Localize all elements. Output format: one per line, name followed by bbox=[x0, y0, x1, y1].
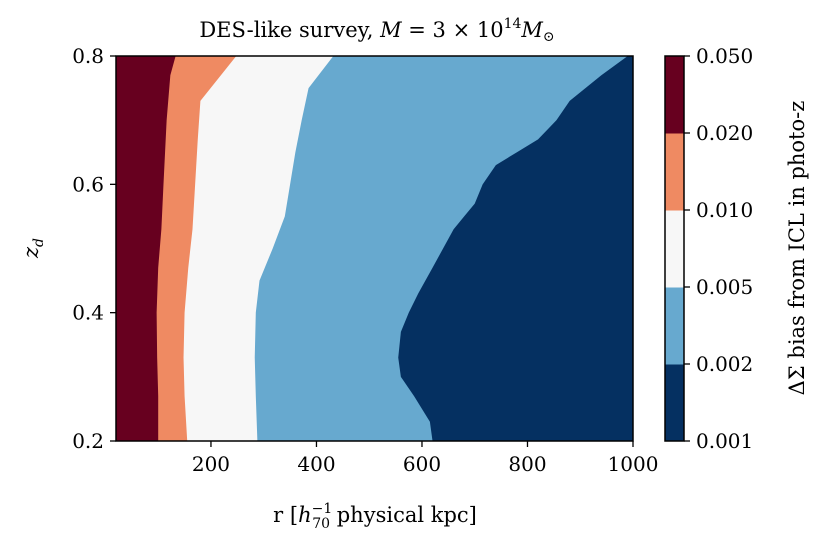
y-axis: 0.2 0.4 0.6 0.8 bbox=[72, 44, 116, 453]
colorbar-tick-label: 0.002 bbox=[696, 352, 753, 376]
colorbar-tick-label: 0.020 bbox=[696, 121, 753, 145]
plot-frame bbox=[115, 55, 634, 442]
y-axis-label-z: z bbox=[19, 246, 43, 259]
colorbar-segment bbox=[665, 364, 684, 442]
x-axis: 200 400 600 800 1000 bbox=[192, 441, 659, 476]
chart-title-mass-symbol: M bbox=[379, 18, 402, 42]
heatmap-regions bbox=[116, 56, 633, 441]
x-tick-label: 600 bbox=[403, 452, 441, 476]
y-tick-label: 0.6 bbox=[72, 172, 104, 196]
colorbar-segment bbox=[665, 133, 684, 211]
chart-title-text: DES-like survey, bbox=[199, 18, 380, 42]
y-axis-label-subscript: d bbox=[31, 238, 47, 247]
x-axis-label-superscript: −1 bbox=[312, 501, 333, 517]
x-axis-label-prefix: r [ bbox=[273, 503, 298, 527]
region-0.020-0.050 bbox=[116, 56, 176, 441]
colorbar-tick-label: 0.050 bbox=[696, 44, 753, 68]
x-axis-label: r [h−1 70 physical kpc] bbox=[273, 501, 477, 532]
chart-title-msun-symbol: M bbox=[520, 18, 543, 42]
chart-title-mass-value: = 3 × 10 bbox=[402, 18, 504, 42]
x-axis-label-subscript: 70 bbox=[312, 516, 330, 532]
colorbar-segment bbox=[665, 56, 684, 134]
y-tick-label: 0.8 bbox=[72, 44, 104, 68]
y-axis-label: zd bbox=[19, 238, 47, 259]
colorbar-label: ΔΣ bias from ICL in photo-z bbox=[785, 101, 809, 396]
y-tick-label: 0.4 bbox=[72, 301, 104, 325]
x-axis-label-suffix: physical kpc] bbox=[330, 503, 477, 527]
colorbar-segment bbox=[665, 287, 684, 365]
colorbar-tick-label: 0.001 bbox=[696, 429, 753, 453]
colorbar-tick-label: 0.010 bbox=[696, 198, 753, 222]
colorbar-segment bbox=[665, 210, 684, 288]
x-tick-label: 1000 bbox=[608, 452, 659, 476]
x-tick-label: 200 bbox=[192, 452, 230, 476]
y-tick-label: 0.2 bbox=[72, 429, 104, 453]
chart-title: DES-like survey, M = 3 × 1014M⊙ bbox=[199, 16, 554, 45]
colorbar: 0.001 0.002 0.005 0.010 0.020 0.050 bbox=[664, 44, 753, 453]
chart-title-exponent: 14 bbox=[504, 16, 522, 32]
x-axis-label-h: h bbox=[298, 503, 312, 527]
colorbar-tick-label: 0.005 bbox=[696, 275, 753, 299]
chart-title-sun-symbol: ⊙ bbox=[543, 29, 555, 45]
x-tick-label: 400 bbox=[297, 452, 335, 476]
colorbar-frame bbox=[664, 55, 685, 442]
x-tick-label: 800 bbox=[508, 452, 546, 476]
